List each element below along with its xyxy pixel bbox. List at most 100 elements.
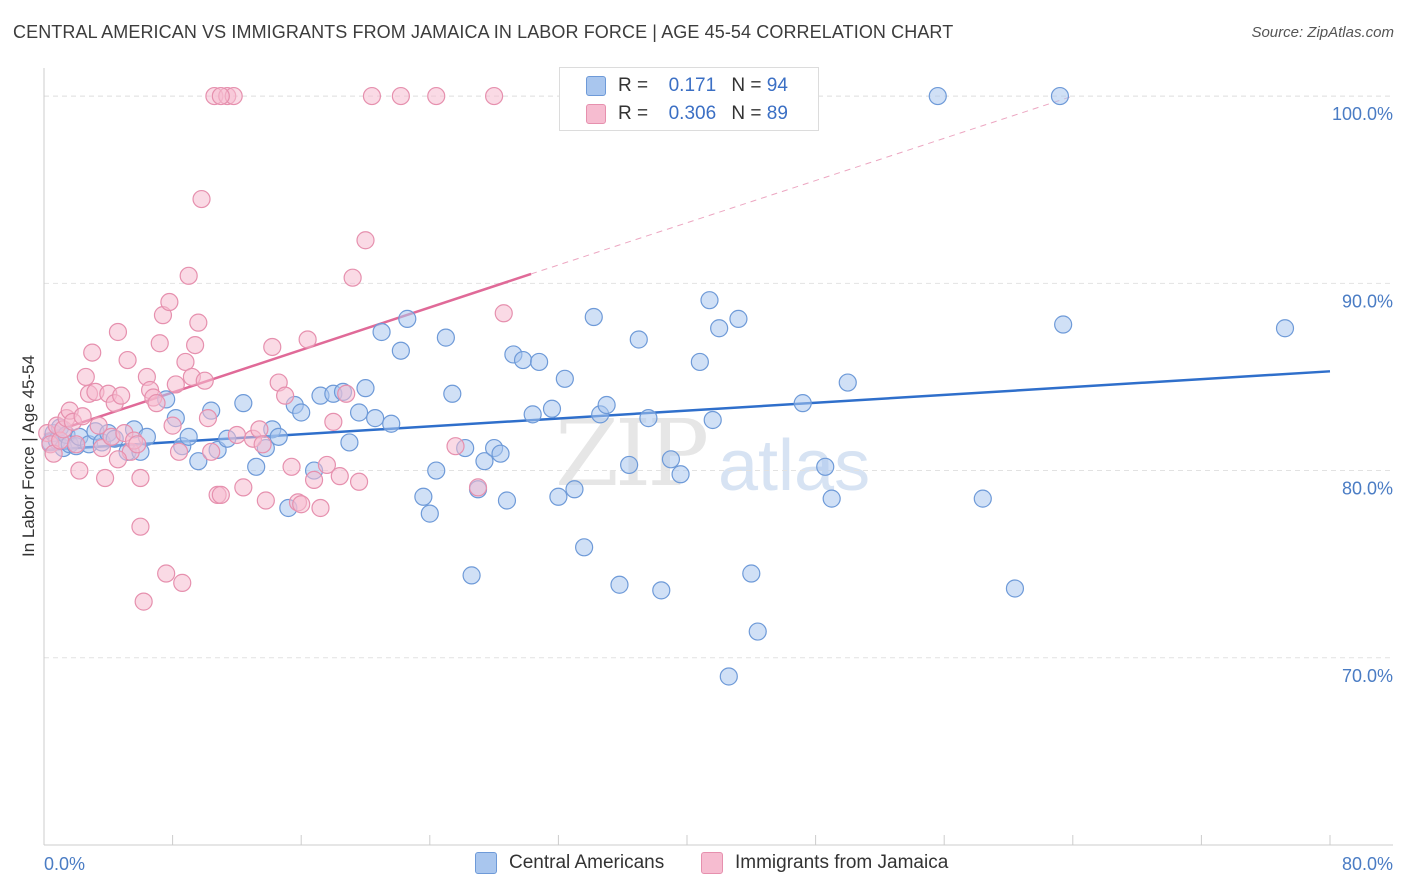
legend-r-label: R = bbox=[618, 75, 654, 96]
point-jamaica bbox=[108, 450, 128, 469]
point-central-americans bbox=[234, 394, 253, 413]
point-jamaica bbox=[276, 386, 295, 405]
point-jamaica bbox=[391, 86, 410, 106]
bottom-legend-swatch-pink bbox=[701, 852, 723, 874]
legend-swatch-pink bbox=[586, 104, 606, 124]
point-central-americans bbox=[391, 341, 410, 360]
point-central-americans bbox=[690, 352, 709, 372]
point-jamaica bbox=[292, 495, 311, 514]
point-jamaica bbox=[112, 386, 131, 405]
point-central-americans bbox=[179, 427, 198, 446]
legend-r-value: 0.306 bbox=[668, 103, 717, 124]
point-jamaica bbox=[202, 442, 221, 461]
bottom-legend-label: Immigrants from Jamaica bbox=[735, 852, 949, 873]
point-central-americans bbox=[1005, 579, 1025, 598]
point-central-americans bbox=[436, 328, 455, 347]
point-jamaica bbox=[70, 461, 89, 480]
point-central-americans bbox=[443, 384, 462, 403]
point-jamaica bbox=[131, 517, 150, 536]
bottom-legend-swatch-blue bbox=[475, 852, 497, 874]
point-jamaica bbox=[253, 435, 272, 454]
point-jamaica bbox=[83, 343, 102, 362]
point-central-americans bbox=[565, 480, 584, 499]
point-central-americans bbox=[549, 487, 568, 506]
point-jamaica bbox=[95, 468, 115, 488]
point-central-americans bbox=[639, 409, 658, 428]
point-jamaica bbox=[250, 420, 269, 439]
point-central-americans bbox=[710, 319, 729, 338]
point-jamaica bbox=[330, 467, 349, 486]
point-jamaica bbox=[485, 86, 504, 106]
point-jamaica bbox=[128, 435, 147, 454]
point-central-americans bbox=[719, 667, 738, 686]
point-jamaica bbox=[73, 407, 92, 426]
point-jamaica bbox=[89, 416, 108, 435]
point-central-americans bbox=[513, 350, 533, 370]
legend-n-value: 94 bbox=[766, 75, 788, 96]
point-jamaica bbox=[263, 337, 282, 357]
point-central-americans bbox=[372, 322, 391, 342]
point-central-americans bbox=[1275, 319, 1295, 338]
point-central-americans bbox=[652, 581, 671, 600]
point-jamaica bbox=[356, 231, 375, 250]
point-central-americans bbox=[247, 457, 266, 476]
point-jamaica bbox=[494, 304, 513, 323]
point-central-americans bbox=[816, 457, 835, 476]
point-jamaica bbox=[282, 457, 301, 476]
point-central-americans bbox=[398, 309, 417, 328]
legend-n-value: 89 bbox=[766, 103, 788, 124]
trendline-jamaica bbox=[43, 272, 532, 437]
legend-r-value: 0.171 bbox=[668, 75, 717, 96]
point-central-americans bbox=[620, 455, 639, 475]
point-central-americans bbox=[700, 291, 719, 310]
point-jamaica bbox=[362, 86, 382, 106]
point-central-americans bbox=[462, 566, 481, 585]
label-layer: 100.0% 90.0% 80.0% 70.0% 0.0% 80.0% In Labor F… bbox=[19, 104, 1393, 874]
point-jamaica bbox=[446, 437, 465, 456]
y-axis-label: In Labor Force | Age 45-54 bbox=[19, 355, 38, 557]
point-central-americans bbox=[703, 410, 722, 430]
point-jamaica bbox=[147, 394, 166, 413]
point-central-americans bbox=[292, 403, 311, 422]
point-jamaica bbox=[234, 478, 253, 497]
grid-layer bbox=[44, 95, 1392, 659]
point-central-americans bbox=[610, 575, 629, 594]
point-jamaica bbox=[67, 435, 86, 454]
point-jamaica bbox=[298, 330, 317, 349]
point-jamaica bbox=[166, 375, 185, 394]
point-central-americans bbox=[382, 414, 401, 433]
point-jamaica bbox=[186, 335, 205, 355]
point-jamaica bbox=[468, 478, 488, 497]
point-jamaica bbox=[192, 189, 211, 209]
point-jamaica bbox=[337, 384, 356, 403]
point-central-americans bbox=[575, 538, 594, 557]
legend-text: R = 0.306 N = 89 bbox=[618, 103, 788, 125]
point-central-americans bbox=[661, 450, 681, 469]
watermark-atlas: atlas bbox=[718, 426, 871, 506]
point-central-americans bbox=[838, 373, 857, 392]
point-central-americans bbox=[491, 444, 510, 463]
point-central-americans bbox=[497, 491, 517, 510]
point-jamaica bbox=[211, 485, 230, 504]
point-jamaica bbox=[189, 313, 208, 332]
point-central-americans bbox=[597, 395, 616, 415]
point-central-americans bbox=[542, 399, 562, 418]
point-jamaica bbox=[256, 491, 275, 510]
point-central-americans bbox=[1054, 315, 1073, 334]
point-jamaica bbox=[176, 352, 195, 372]
point-jamaica bbox=[179, 266, 198, 285]
point-central-americans bbox=[629, 330, 648, 349]
point-central-americans bbox=[729, 309, 748, 328]
point-jamaica bbox=[349, 472, 369, 491]
point-central-americans bbox=[366, 409, 385, 428]
point-jamaica bbox=[317, 455, 337, 475]
point-jamaica bbox=[163, 416, 182, 435]
point-central-americans bbox=[523, 405, 542, 424]
point-central-americans bbox=[973, 489, 992, 508]
point-jamaica bbox=[343, 268, 362, 287]
point-jamaica bbox=[169, 442, 189, 461]
point-jamaica bbox=[150, 334, 169, 353]
bottom-legend-label: Central Americans bbox=[509, 852, 665, 873]
point-jamaica bbox=[134, 592, 153, 611]
point-central-americans bbox=[555, 369, 574, 388]
